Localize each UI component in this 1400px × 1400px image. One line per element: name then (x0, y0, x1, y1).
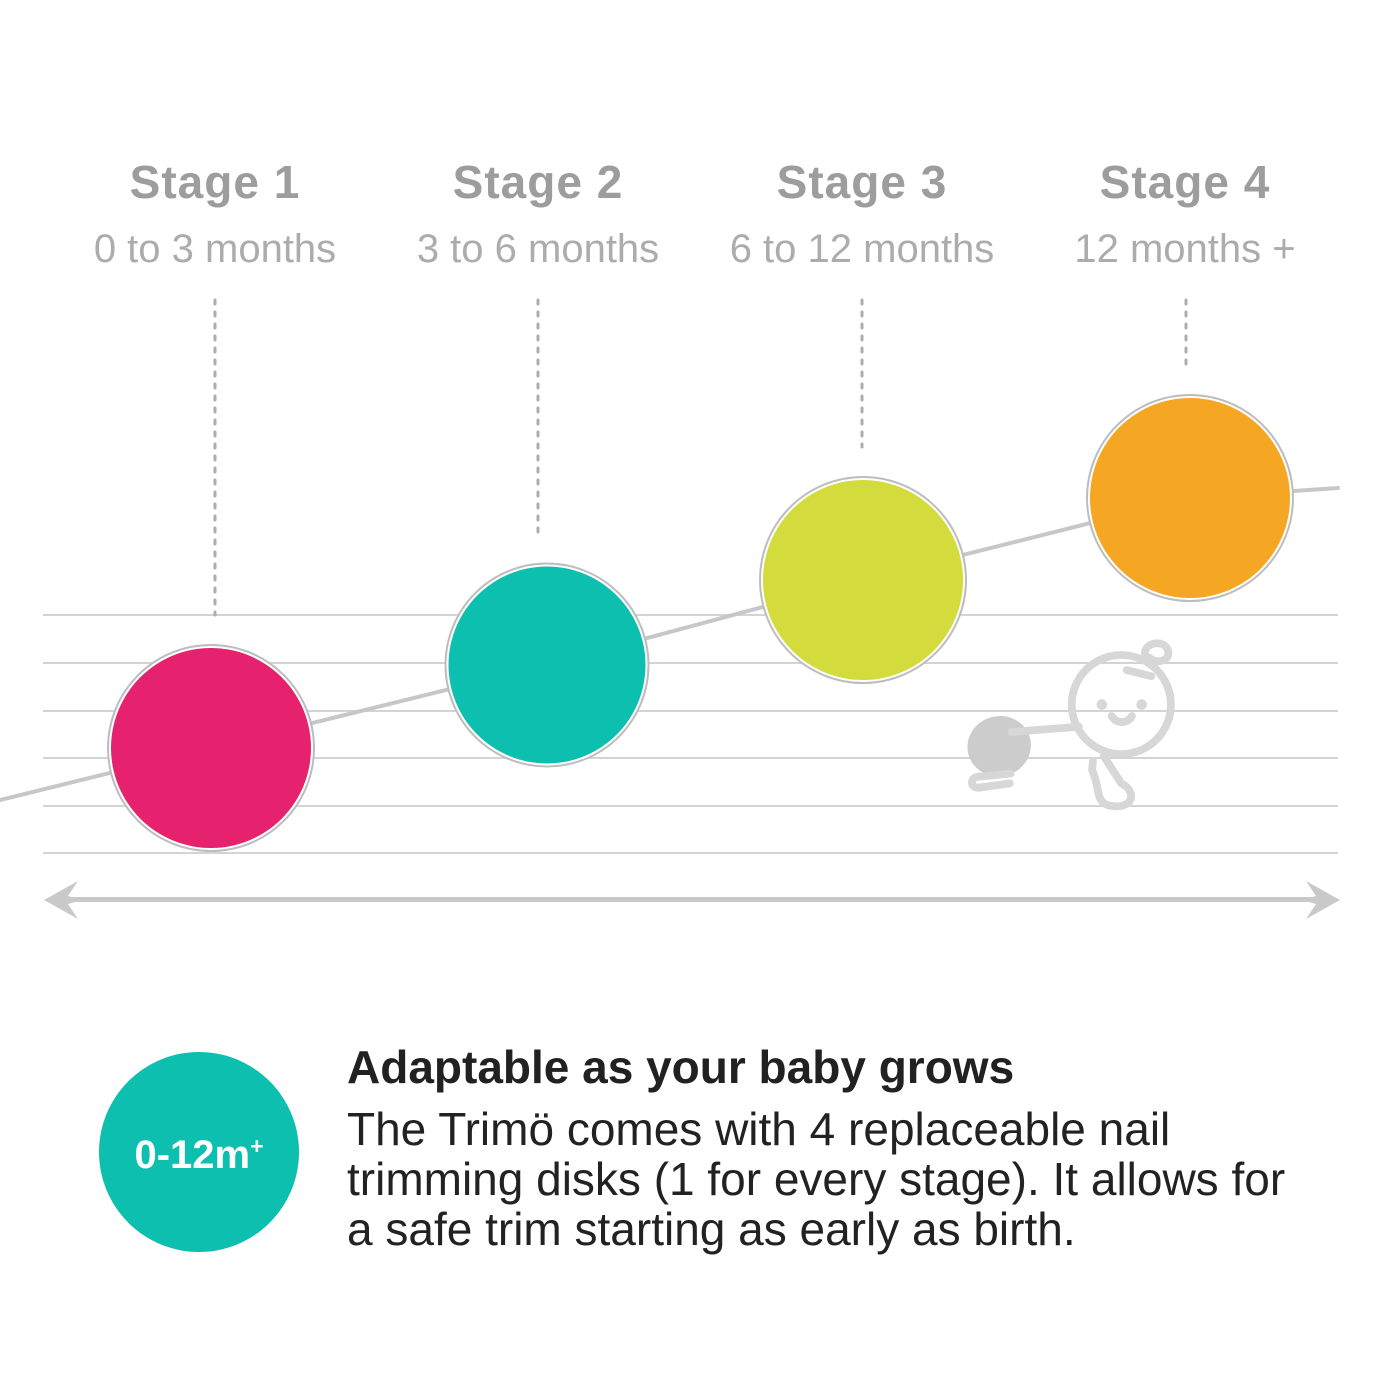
svg-text:0-12m+: 0-12m+ (134, 1133, 263, 1177)
